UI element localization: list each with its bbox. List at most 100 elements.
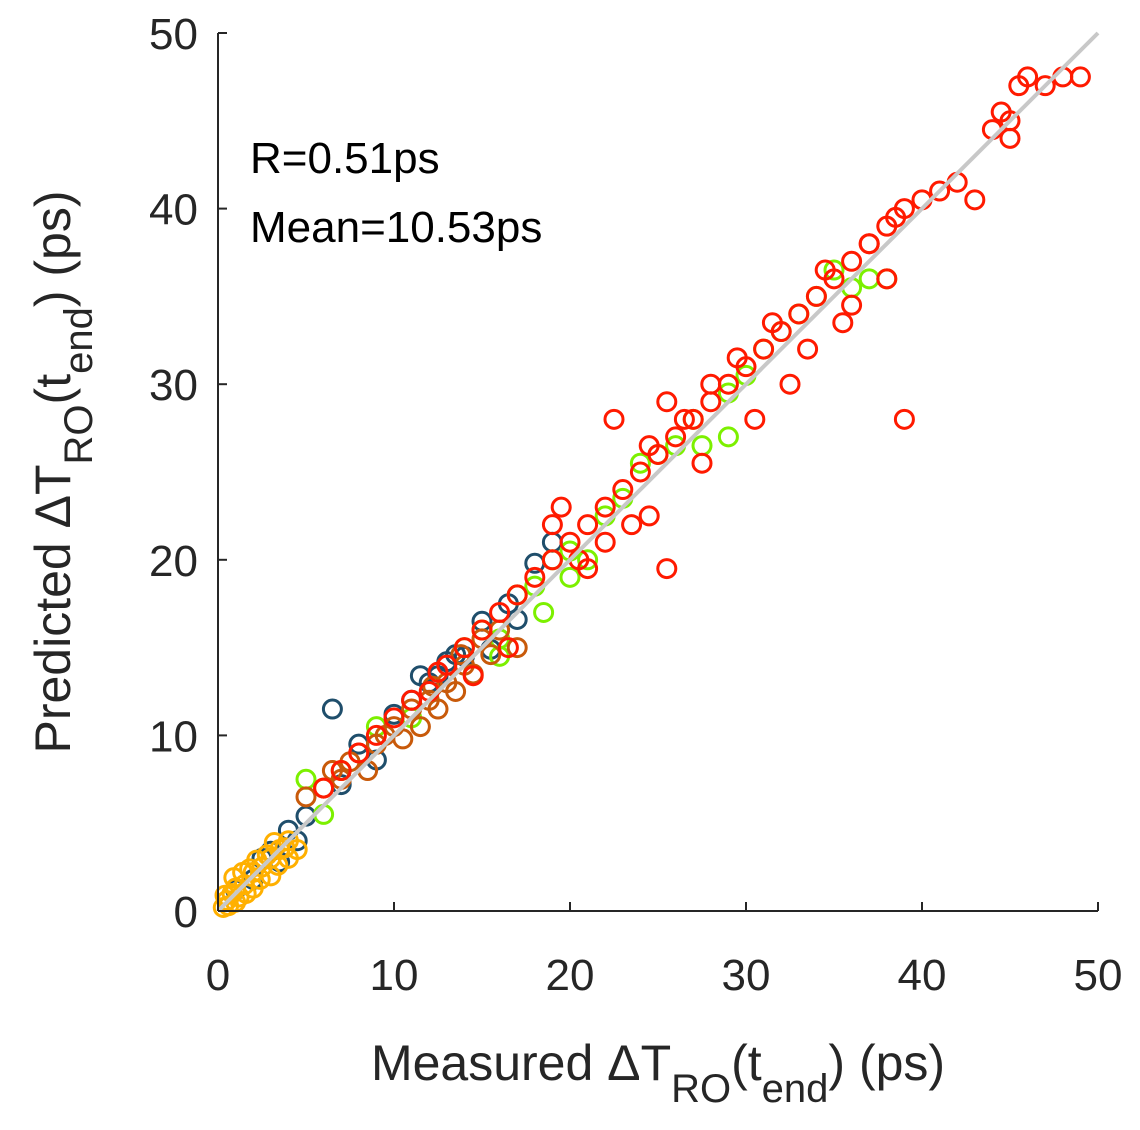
x-tick-label-30: 30: [722, 951, 771, 1000]
point-brown-20: [506, 637, 528, 659]
point-red-20: [629, 461, 651, 483]
x-axis-label-tail: ) (ps): [828, 1035, 945, 1091]
point-orange-26: [246, 849, 268, 871]
point-red-27: [700, 391, 722, 413]
point-red-9: [471, 619, 493, 641]
point-orange-27: [263, 832, 285, 854]
point-red-33: [805, 285, 827, 307]
point-red-1: [330, 760, 352, 782]
point-green-27: [717, 426, 739, 448]
point-red-69: [761, 312, 783, 334]
point-red-3: [365, 724, 387, 746]
point-red-0: [313, 777, 335, 799]
point-green-23: [823, 259, 845, 281]
x-tick-label-50: 50: [1074, 951, 1123, 1000]
x-tick-label-0: 0: [206, 951, 230, 1000]
point-red-18: [603, 408, 625, 430]
point-red-62: [858, 233, 880, 255]
point-red-19: [612, 479, 634, 501]
y-tick-label-40: 40: [149, 186, 198, 235]
point-red-30: [753, 338, 775, 360]
point-green-14: [629, 452, 651, 474]
point-red-74: [462, 665, 484, 687]
point-red-64: [841, 294, 863, 316]
y-tick-label-50: 50: [149, 10, 198, 59]
point-red-65: [700, 373, 722, 395]
y-tick-label-30: 30: [149, 361, 198, 410]
point-red-75: [427, 661, 449, 683]
point-red-63: [876, 268, 898, 290]
point-orange-23: [274, 837, 296, 859]
point-red-17: [594, 496, 616, 518]
point-red-15: [559, 531, 581, 553]
point-red-40: [893, 198, 915, 220]
point-red-66: [673, 408, 695, 430]
point-red-49: [1034, 75, 1056, 97]
point-brown-10: [409, 716, 431, 738]
point-red-60: [797, 338, 819, 360]
y-axis-label-mid: (t: [25, 374, 81, 405]
point-dark-teal-6: [321, 698, 343, 720]
point-red-4: [383, 707, 405, 729]
point-red-10: [489, 601, 511, 623]
point-brown-12: [427, 698, 449, 720]
x-axis-label-main: Measured ΔT: [371, 1035, 671, 1091]
point-red-70: [691, 452, 713, 474]
point-red-32: [788, 303, 810, 325]
point-green-12: [577, 549, 599, 571]
x-axis-label-mid: (t: [731, 1035, 762, 1091]
y-axis-label: Predicted ΔTRO(tend) (ps): [25, 190, 101, 753]
y-axis-label-sub1: RO: [57, 404, 101, 464]
point-red-42: [929, 180, 951, 202]
point-red-67: [726, 347, 748, 369]
point-red-53: [990, 101, 1012, 123]
point-red-8: [453, 637, 475, 659]
x-axis-label-sub1: RO: [671, 1067, 731, 1111]
point-red-21: [638, 505, 660, 527]
series-brown: [295, 619, 528, 808]
y-axis-label-main: Predicted ΔT: [25, 464, 81, 753]
point-red-35: [841, 250, 863, 272]
point-red-5: [401, 689, 423, 711]
y-tick-label-10: 10: [149, 712, 198, 761]
point-green-30: [533, 601, 555, 623]
point-red-73: [594, 531, 616, 553]
y-axis-label-sub2: end: [57, 307, 101, 374]
point-red-24: [656, 558, 678, 580]
point-red-48: [1017, 66, 1039, 88]
series-layer: [212, 66, 1091, 918]
point-red-11: [506, 584, 528, 606]
point-red-61: [832, 312, 854, 334]
y-tick-label-0: 0: [174, 888, 198, 937]
x-axis-label-sub2: end: [762, 1067, 829, 1111]
y-axis-label-tail: ) (ps): [25, 190, 81, 307]
annotation-mean: Mean=10.53ps: [250, 203, 542, 252]
x-axis-label: Measured ΔTRO(tend) (ps): [371, 1035, 945, 1111]
point-red-25: [665, 426, 687, 448]
point-red-52: [999, 127, 1021, 149]
point-red-71: [497, 637, 519, 659]
point-red-13: [541, 549, 563, 571]
point-brown-0: [295, 786, 317, 808]
point-red-68: [814, 259, 836, 281]
point-dark-teal-16: [541, 531, 563, 553]
point-red-26: [682, 408, 704, 430]
point-red-55: [621, 514, 643, 536]
point-red-58: [744, 408, 766, 430]
point-orange-15: [267, 854, 289, 876]
point-red-23: [656, 391, 678, 413]
annotation-r: R=0.51ps: [250, 134, 440, 183]
point-orange-19: [286, 839, 308, 861]
series-orange: [212, 830, 308, 918]
point-red-12: [524, 566, 546, 588]
series-red: [313, 66, 1091, 799]
tick-layer: 0 10 20 30 40 50 0 10 20 30 40 50: [149, 10, 1122, 1000]
point-brown-18: [480, 644, 502, 666]
point-green-25: [858, 268, 880, 290]
reference-line: [216, 31, 1100, 913]
point-red-2: [348, 742, 370, 764]
point-red-16: [577, 514, 599, 536]
point-red-14: [550, 496, 572, 518]
point-red-59: [779, 373, 801, 395]
